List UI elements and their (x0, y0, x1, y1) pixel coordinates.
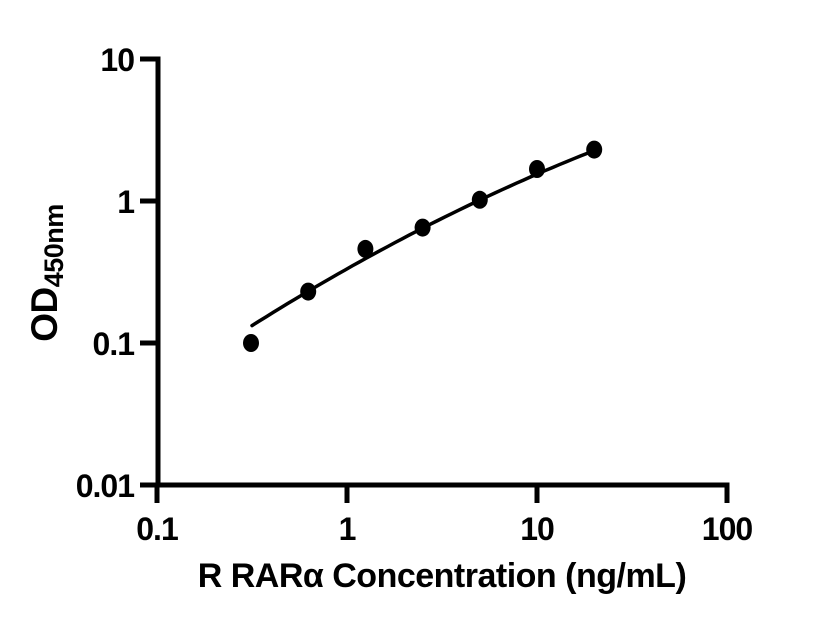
y-tick-label: 0.1 (93, 326, 135, 362)
y-tick-label: 1 (117, 184, 134, 220)
x-tick-label: 10 (520, 511, 554, 547)
x-axis-title: R RARα Concentration (ng/mL) (197, 557, 687, 595)
data-point (471, 190, 488, 209)
data-points (243, 140, 603, 352)
axis-ticks (140, 56, 730, 503)
fit-curve (250, 148, 597, 328)
x-tick-label: 1 (339, 511, 356, 547)
y-axis-title-main: OD (24, 287, 65, 342)
data-point (300, 282, 317, 301)
y-tick-label: 10 (100, 42, 134, 78)
data-point (586, 140, 603, 159)
data-point (357, 239, 374, 258)
y-axis-title-subscript: 450nm (39, 204, 69, 288)
fit-curve-path (250, 148, 597, 328)
data-point (529, 160, 545, 178)
axes (154, 56, 730, 488)
x-tick-label: 0.1 (136, 511, 178, 547)
y-tick-label: 0.01 (76, 468, 134, 504)
x-tick-label: 100 (702, 511, 753, 547)
data-point (414, 218, 431, 237)
data-point (243, 334, 259, 352)
y-axis-title: OD450nm (24, 204, 70, 342)
